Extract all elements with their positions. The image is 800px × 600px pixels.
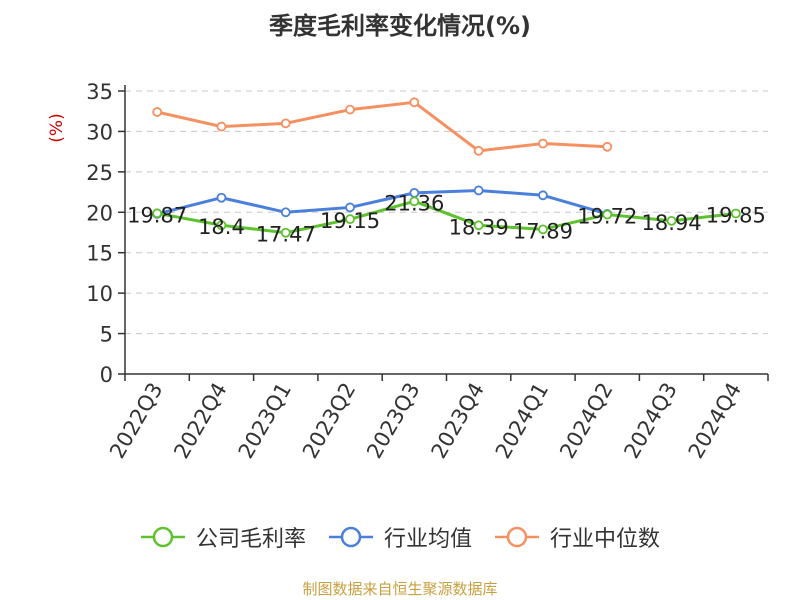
data-point[interactable] [216,121,227,132]
data-label: 17.47 [256,223,316,247]
x-tick-label: 2024Q1 [491,379,553,463]
data-point[interactable] [345,202,355,213]
data-label: 19.72 [577,205,637,229]
data-point[interactable] [538,138,548,149]
data-label: 18.94 [641,211,701,235]
data-point[interactable] [538,190,548,201]
legend-item[interactable]: 行业均值 [328,521,472,553]
y-tick-label: 15 [86,242,113,266]
data-point[interactable] [602,141,613,152]
y-tick-label: 0 [100,363,113,387]
x-tick-label: 2024Q2 [555,379,617,463]
data-point[interactable] [345,214,355,225]
data-label: 19.15 [320,209,380,233]
y-tick-label: 20 [86,201,113,225]
data-point[interactable] [473,220,484,231]
series-line-2 [156,100,608,153]
legend-label: 行业均值 [383,527,472,552]
data-point[interactable] [216,220,227,231]
data-point[interactable] [280,118,291,129]
data-label: 21.36 [384,191,444,215]
legend-marker [140,526,185,548]
series-line-1 [156,188,608,216]
series-line-0 [156,199,737,235]
y-tick-label: 35 [86,80,113,104]
x-tick-label: 2023Q2 [298,379,360,463]
data-point[interactable] [152,208,163,219]
data-label: 19.87 [127,203,187,227]
data-label: 17.89 [513,219,573,243]
y-tick-label: 30 [86,120,113,144]
data-point[interactable] [152,107,163,117]
y-tick-label: 5 [100,323,113,347]
data-point[interactable] [473,145,484,156]
x-tick-label: 2024Q4 [684,379,746,463]
x-tick-label: 2022Q3 [105,379,167,463]
y-tick-label: 10 [86,282,113,306]
data-point[interactable] [473,185,484,196]
data-point[interactable] [409,97,420,108]
legend-item[interactable]: 行业中位数 [494,521,660,553]
legend-item[interactable]: 公司毛利率 [140,521,306,553]
x-tick-label: 2022Q4 [169,379,231,463]
data-point[interactable] [280,227,291,238]
y-tick-label: 25 [86,161,113,185]
legend-marker [328,526,373,548]
x-tick-label: 2024Q3 [619,379,681,463]
data-point[interactable] [666,215,677,226]
legend: 公司毛利率 行业均值 行业中位数 [0,520,800,554]
data-point[interactable] [280,207,291,218]
data-label: 19.85 [706,203,766,227]
data-point[interactable] [409,196,420,207]
x-tick-label: 2023Q1 [234,379,296,463]
chart-title: 季度毛利率变化情况(%) [269,12,531,40]
series-lines [152,97,741,238]
legend-marker [495,526,539,548]
data-point[interactable] [602,209,613,220]
x-tick-label: 2023Q4 [427,379,489,463]
legend-label: 行业中位数 [550,527,661,552]
legend-label: 公司毛利率 [195,527,306,552]
y-axis-label: (%) [47,113,67,142]
data-point[interactable] [730,208,741,219]
data-label: 18.4 [198,215,245,239]
data-point[interactable] [345,104,355,115]
data-point[interactable] [538,224,548,235]
source-note: 制图数据来自恒生聚源数据库 [302,580,498,598]
data-label: 18.39 [449,215,509,239]
x-tick-label: 2023Q3 [362,379,424,463]
data-point[interactable] [216,192,227,203]
